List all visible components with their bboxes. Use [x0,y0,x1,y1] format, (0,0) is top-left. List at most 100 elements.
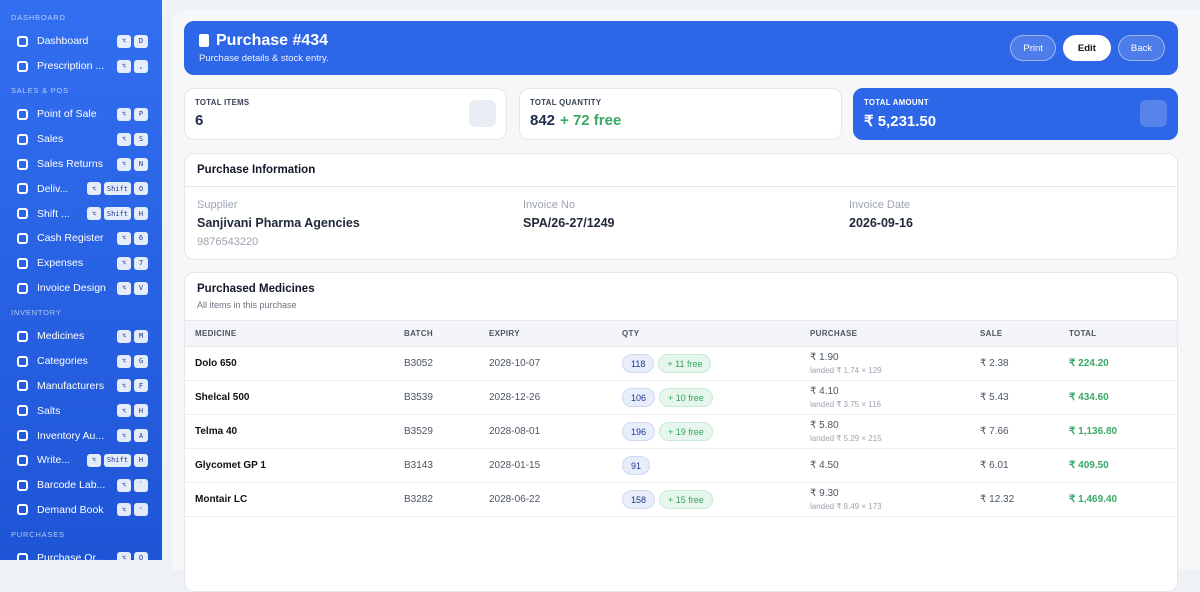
field-label: Supplier [197,199,238,211]
column-header: TOTAL [1069,329,1097,338]
row-total: ₹ 224.20 [1069,358,1109,369]
nav-icon [17,35,28,47]
nav-label: Demand Book [37,503,104,516]
medicine: Shelcal 500 [195,392,250,403]
page-title: Purchase #434 [216,32,329,49]
batch: B3143 [404,460,433,471]
section-title: SALES & POS [11,86,69,96]
shortcut-key: V [134,281,148,295]
header-button[interactable]: Edit [1062,35,1111,61]
nav-icon [17,232,28,244]
purchase-cell: ₹ 4.50 [810,460,980,471]
nav-item[interactable]: Sales Returns ⌥ N [0,152,162,177]
shortcut-key: H [134,404,148,418]
column-header: SALE [980,329,1003,338]
row-total: ₹ 409.50 [1069,460,1109,471]
section-title: INVENTORY [11,307,62,317]
landed-cost: landed ₹ 8.49 × 173 [810,502,882,511]
nav-item[interactable]: Prescription ... ⌥, [0,54,162,79]
nav-label: Invoice Design [37,282,106,295]
nav-item[interactable]: Categories ⌥ G [0,349,162,374]
shortcut-key: ⌥ [86,207,101,221]
shortcut-key: ⌥ [117,107,131,121]
header-button[interactable]: Back [1117,35,1165,61]
nav-icon [17,330,28,342]
nav-item[interactable]: Shift ... ⌥ Shift H [0,201,162,226]
nav-item[interactable]: Deliv... ⌥ Shift O [0,176,162,201]
free-badge: + 19 free [659,422,713,441]
row-total: ₹ 434.60 [1069,392,1109,403]
shortcut-key: P [134,107,148,121]
nav-item[interactable]: Expenses ⌥ 7 [0,251,162,276]
nav-item[interactable]: Purchase Or... ⌥ O [0,546,162,560]
qty-badge: 91 [622,456,651,475]
doc-icon [199,34,209,47]
nav-item[interactable]: Manufacturers ⌥ F [0,374,162,399]
shortcut-key: ' [134,503,148,517]
qty-badge: 158 [622,490,656,509]
expiry: 2028-01-15 [489,460,541,471]
field-label: Invoice Date [849,199,911,211]
shortcut-key: Shift [103,207,131,221]
stat-label: TOTAL AMOUNT [864,98,929,107]
nav-item[interactable]: Sales ⌥ S [0,127,162,152]
shortcut-key: ` [134,478,148,492]
sale-price: ₹ 12.32 [980,494,1015,505]
shortcut-key: H [134,453,148,467]
nav-item[interactable]: Barcode Lab... ⌥ ` [0,473,162,498]
qty-cell: 106 + 10 free [622,388,810,407]
nav-label: Purchase Or... [37,552,105,560]
table-row: Montair LC B3282 2028-06-22 158 + 15 free ₹ 9… [185,483,1177,517]
nav-item[interactable]: Salts ⌥ H [0,398,162,423]
medicine: Dolo 650 [195,358,237,369]
nav-icon [17,479,28,491]
section-title: PURCHASES [11,529,65,539]
shortcut-key: M [134,329,148,343]
medicines-card: Purchased Medicines All items in this pur… [184,272,1178,592]
stat-number: 6 [195,112,204,129]
nav-item[interactable]: Invoice Design ⌥ V [0,276,162,301]
table-row: Shelcal 500 B3539 2028-12-26 106 + 10 free ₹ … [185,381,1177,415]
nav-icon [17,552,28,560]
header-buttons: Print Edit Back [1010,35,1165,61]
medicine: Montair LC [195,494,248,505]
expiry: 2028-08-01 [489,426,541,437]
stat-label: TOTAL ITEMS [195,98,250,107]
nav-icon [17,183,28,195]
free-badge: + 11 free [658,354,712,373]
nav-item[interactable]: Cash Register ⌥ 6 [0,226,162,251]
qty-cell: 158 + 15 free [622,490,810,509]
field-sub: 9876543220 [197,236,259,248]
nav-label: Salts [37,404,61,417]
nav-icon [17,405,28,417]
qty-badge: 106 [622,388,656,407]
shortcut-key: Shift [103,182,131,196]
stat-extra: + 72 free [560,112,622,129]
table-header: MEDICINE BATCH EXPIRY QTY PURCHASE SALE TOTAL [185,320,1177,347]
row-total: ₹ 1,136.80 [1069,426,1118,437]
row-total: ₹ 1,469.40 [1069,494,1118,505]
nav-item[interactable]: Demand Book ⌥ ' [0,498,162,523]
batch: B3052 [404,358,433,369]
batch: B3282 [404,494,433,505]
nav-label: Write... [37,454,71,467]
stat-icon [1140,100,1167,127]
nav-item[interactable]: Medicines ⌥ M [0,324,162,349]
stat-card: TOTAL QUANTITY 842 + 72 free [519,88,842,140]
shortcut-key: ⌥ [117,157,131,171]
column-header: QTY [622,329,640,338]
nav-item[interactable]: Write... ⌥ Shift H [0,448,162,473]
shortcut-key: H [134,207,148,221]
shortcut-key: O [134,551,148,560]
shortcut-key: S [134,132,148,146]
nav-item[interactable]: Inventory Au... ⌥ A [0,423,162,448]
header-button[interactable]: Print [1010,35,1056,61]
shortcut-key: ⌥ [86,453,101,467]
field-value: 2026-09-16 [849,216,913,230]
stat-card: TOTAL AMOUNT ₹ 5,231.50 [853,88,1178,140]
nav-icon [17,454,28,466]
nav-item[interactable]: Dashboard ⌥ D [0,29,162,54]
nav-icon [17,380,28,392]
nav-item[interactable]: Point of Sale ⌥ P [0,102,162,127]
